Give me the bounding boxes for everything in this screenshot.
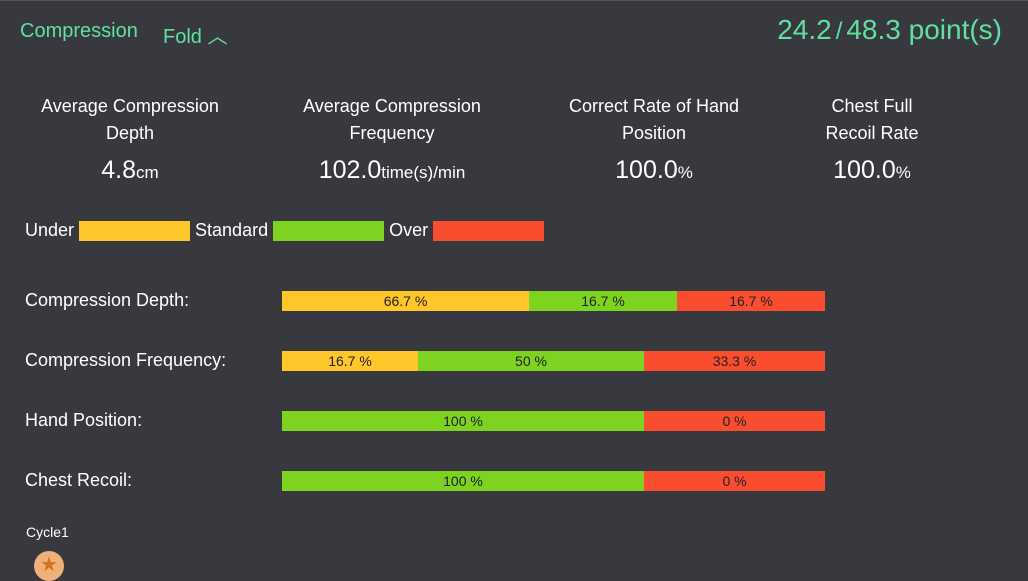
stat-value: 100.0 (615, 156, 678, 184)
segment-standard: 100 % (282, 411, 644, 431)
stat-label: Average Compression Frequency (303, 96, 481, 143)
score-total: 48.3 point(s) (846, 14, 1002, 45)
segment-over: 0 % (644, 411, 825, 431)
stat-value: 102.0 (318, 156, 382, 184)
legend-under: Under (25, 220, 75, 240)
score-separator: / (835, 18, 843, 45)
score-value: 24.2 (777, 14, 832, 45)
segment-under: 66.7 % (282, 291, 529, 311)
segment-standard: 100 % (282, 471, 644, 491)
segment-under: 16.7 % (282, 351, 418, 371)
hand-position-bar: 100 % 0 % (282, 411, 825, 431)
segment-standard: 50 % (418, 351, 644, 371)
legend: Under Standard Over (25, 220, 549, 241)
row-label: Chest Recoil: (25, 470, 133, 490)
segment-over: 33.3 % (644, 351, 825, 371)
chevron-up-icon: ︿ (207, 26, 228, 48)
depth-bar: 66.7 % 16.7 % 16.7 % (282, 291, 825, 311)
star-icon[interactable]: ★ (34, 551, 64, 581)
stat-label: Correct Rate of Hand Position (568, 96, 740, 143)
stat-value: 100.0 (833, 156, 896, 184)
stat-recoil: Chest Full Recoil Rate 100.0% (762, 93, 982, 186)
legend-swatch-standard (273, 220, 385, 241)
legend-standard: Standard (195, 220, 269, 240)
stat-label: Chest Full Recoil Rate (825, 96, 919, 143)
fold-label: Fold (163, 26, 202, 48)
row-label: Compression Depth: (25, 290, 190, 310)
frequency-bar: 16.7 % 50 % 33.3 % (282, 351, 825, 371)
score: 24.2/48.3 point(s) (777, 14, 1002, 46)
stat-unit: % (677, 163, 693, 182)
stat-unit: % (895, 163, 911, 182)
segment-standard: 16.7 % (529, 291, 677, 311)
segment-over: 16.7 % (677, 291, 825, 311)
segment-over: 0 % (644, 471, 825, 491)
stat-unit: cm (136, 163, 159, 182)
stat-label: Average Compression Depth (41, 96, 219, 143)
stat-frequency: Average Compression Frequency 102.0time(s… (282, 93, 502, 186)
legend-swatch-over (433, 220, 545, 241)
stat-value: 4.8 (101, 156, 137, 184)
row-label: Hand Position: (25, 410, 143, 430)
legend-over: Over (389, 220, 429, 240)
stat-hand-position: Correct Rate of Hand Position 100.0% (544, 93, 764, 186)
cycle-label: Cycle1 (26, 524, 69, 540)
chest-recoil-bar: 100 % 0 % (282, 471, 825, 491)
row-label: Compression Frequency: (25, 350, 227, 370)
stat-unit: time(s)/min (381, 163, 466, 182)
fold-button[interactable]: Fold ︿ (163, 20, 227, 49)
stat-depth: Average Compression Depth 4.8cm (20, 93, 240, 186)
section-title: Compression (20, 20, 138, 42)
legend-swatch-under (79, 220, 191, 241)
